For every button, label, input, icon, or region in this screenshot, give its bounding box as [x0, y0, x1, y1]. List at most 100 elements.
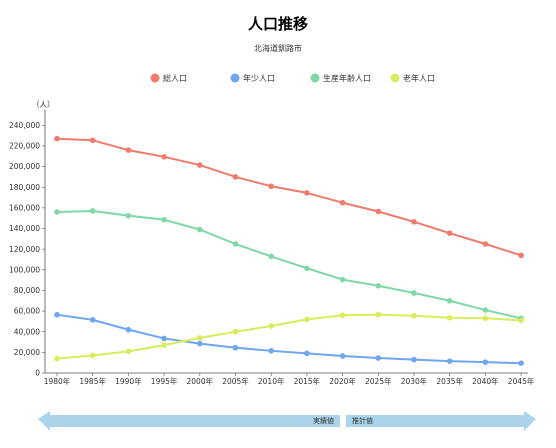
data-point[interactable]: [446, 358, 453, 364]
data-point[interactable]: [161, 335, 167, 342]
y-tick-label: 20,000: [14, 348, 40, 357]
data-point[interactable]: [125, 147, 132, 153]
y-tick-label: 140,000: [9, 224, 40, 233]
data-point[interactable]: [232, 174, 239, 180]
projected-values-label: 推計値: [352, 416, 373, 425]
y-tick-label: 160,000: [9, 203, 40, 212]
data-point[interactable]: [411, 356, 417, 363]
y-tick-label: 80,000: [14, 286, 40, 295]
x-tick-label: 1985年: [79, 376, 106, 386]
data-point[interactable]: [518, 317, 524, 324]
data-point[interactable]: [339, 276, 346, 283]
data-point[interactable]: [161, 216, 167, 223]
x-tick-label: 2025年: [365, 376, 392, 386]
data-point[interactable]: [89, 137, 96, 144]
projected-band-arrow: [346, 411, 536, 431]
data-point[interactable]: [339, 353, 346, 359]
data-point[interactable]: [232, 328, 239, 335]
chart-title: 人口推移: [248, 15, 308, 33]
data-point[interactable]: [268, 253, 275, 260]
data-point[interactable]: [304, 316, 310, 323]
actual-band-arrow: [38, 411, 340, 431]
data-point[interactable]: [125, 212, 132, 219]
data-point[interactable]: [268, 183, 275, 190]
data-point[interactable]: [197, 162, 203, 168]
data-point[interactable]: [339, 199, 346, 206]
series-3: [54, 311, 524, 362]
x-tick-label: 2000年: [187, 376, 214, 386]
data-point[interactable]: [375, 208, 382, 215]
data-point[interactable]: [446, 314, 453, 321]
x-tick-label: 2035年: [436, 376, 463, 386]
data-point[interactable]: [482, 307, 489, 313]
data-point[interactable]: [161, 153, 167, 160]
data-point[interactable]: [482, 241, 489, 247]
legend-marker: [390, 73, 400, 83]
data-point[interactable]: [161, 342, 167, 348]
y-tick-label: 100,000: [9, 265, 40, 274]
y-tick-label: 0: [35, 369, 40, 378]
data-point[interactable]: [89, 317, 96, 323]
legend-marker: [230, 73, 240, 83]
legend-item[interactable]: 生産年齢人口: [310, 73, 372, 83]
data-point[interactable]: [232, 241, 239, 247]
data-point[interactable]: [446, 297, 453, 304]
data-point[interactable]: [54, 209, 60, 215]
data-point[interactable]: [375, 282, 382, 289]
data-point[interactable]: [232, 344, 239, 351]
data-point[interactable]: [411, 312, 417, 319]
legend-label: 生産年齢人口: [323, 73, 371, 83]
data-point[interactable]: [268, 323, 275, 329]
legend-label: 老年人口: [403, 73, 435, 83]
data-point[interactable]: [446, 230, 453, 236]
data-point[interactable]: [54, 311, 60, 318]
series-line: [56, 313, 522, 360]
series-0: [54, 135, 524, 259]
data-point[interactable]: [125, 348, 132, 355]
axes: 0 20,000 40,000 60,000 80,000 100,000 120,000 1…: [9, 110, 535, 386]
x-tick-label: 2005年: [222, 376, 249, 386]
data-point[interactable]: [304, 350, 310, 357]
data-point[interactable]: [304, 265, 310, 272]
data-point[interactable]: [268, 348, 275, 354]
x-tick-label: 1995年: [151, 376, 178, 386]
data-point[interactable]: [304, 190, 310, 196]
x-tick-label: 1980年: [44, 376, 71, 386]
data-point[interactable]: [411, 219, 417, 225]
x-tick-label: 2020年: [329, 376, 356, 386]
data-point[interactable]: [54, 135, 60, 142]
data-point[interactable]: [518, 252, 524, 259]
series-2: [54, 208, 524, 322]
y-tick-label: 220,000: [9, 142, 40, 151]
data-point[interactable]: [482, 315, 489, 322]
y-tick-label: 240,000: [9, 121, 40, 130]
chart-subtitle: 北海道釧路市: [254, 43, 302, 53]
data-point[interactable]: [54, 355, 60, 362]
x-tick-label: 2045年: [508, 376, 535, 386]
data-point[interactable]: [375, 311, 382, 318]
data-point[interactable]: [518, 360, 524, 366]
actual-projected-band: 実績値 推計値: [38, 411, 536, 431]
series-line: [56, 313, 522, 365]
data-point[interactable]: [482, 359, 489, 365]
series-line: [56, 209, 522, 320]
y-axis-unit-label: （人）: [32, 100, 55, 109]
data-point[interactable]: [125, 326, 132, 333]
legend-item[interactable]: 総人口: [150, 73, 188, 83]
legend[interactable]: 総人口 年少人口 生産年齢人口 老年人口: [150, 73, 436, 83]
legend-item[interactable]: 年少人口: [230, 73, 276, 83]
legend-item[interactable]: 老年人口: [390, 73, 436, 83]
data-point[interactable]: [89, 352, 96, 359]
data-point[interactable]: [197, 226, 203, 233]
data-point[interactable]: [197, 335, 203, 341]
x-tick-label: 2030年: [401, 376, 428, 386]
data-point[interactable]: [339, 312, 346, 319]
y-tick-label: 120,000: [9, 245, 40, 254]
data-point[interactable]: [411, 290, 417, 296]
data-point[interactable]: [375, 355, 382, 361]
data-point[interactable]: [197, 340, 203, 347]
legend-label: 総人口: [163, 73, 187, 83]
series-1: [54, 311, 524, 366]
data-point[interactable]: [89, 208, 96, 214]
x-tick-label: 2015年: [294, 376, 321, 386]
